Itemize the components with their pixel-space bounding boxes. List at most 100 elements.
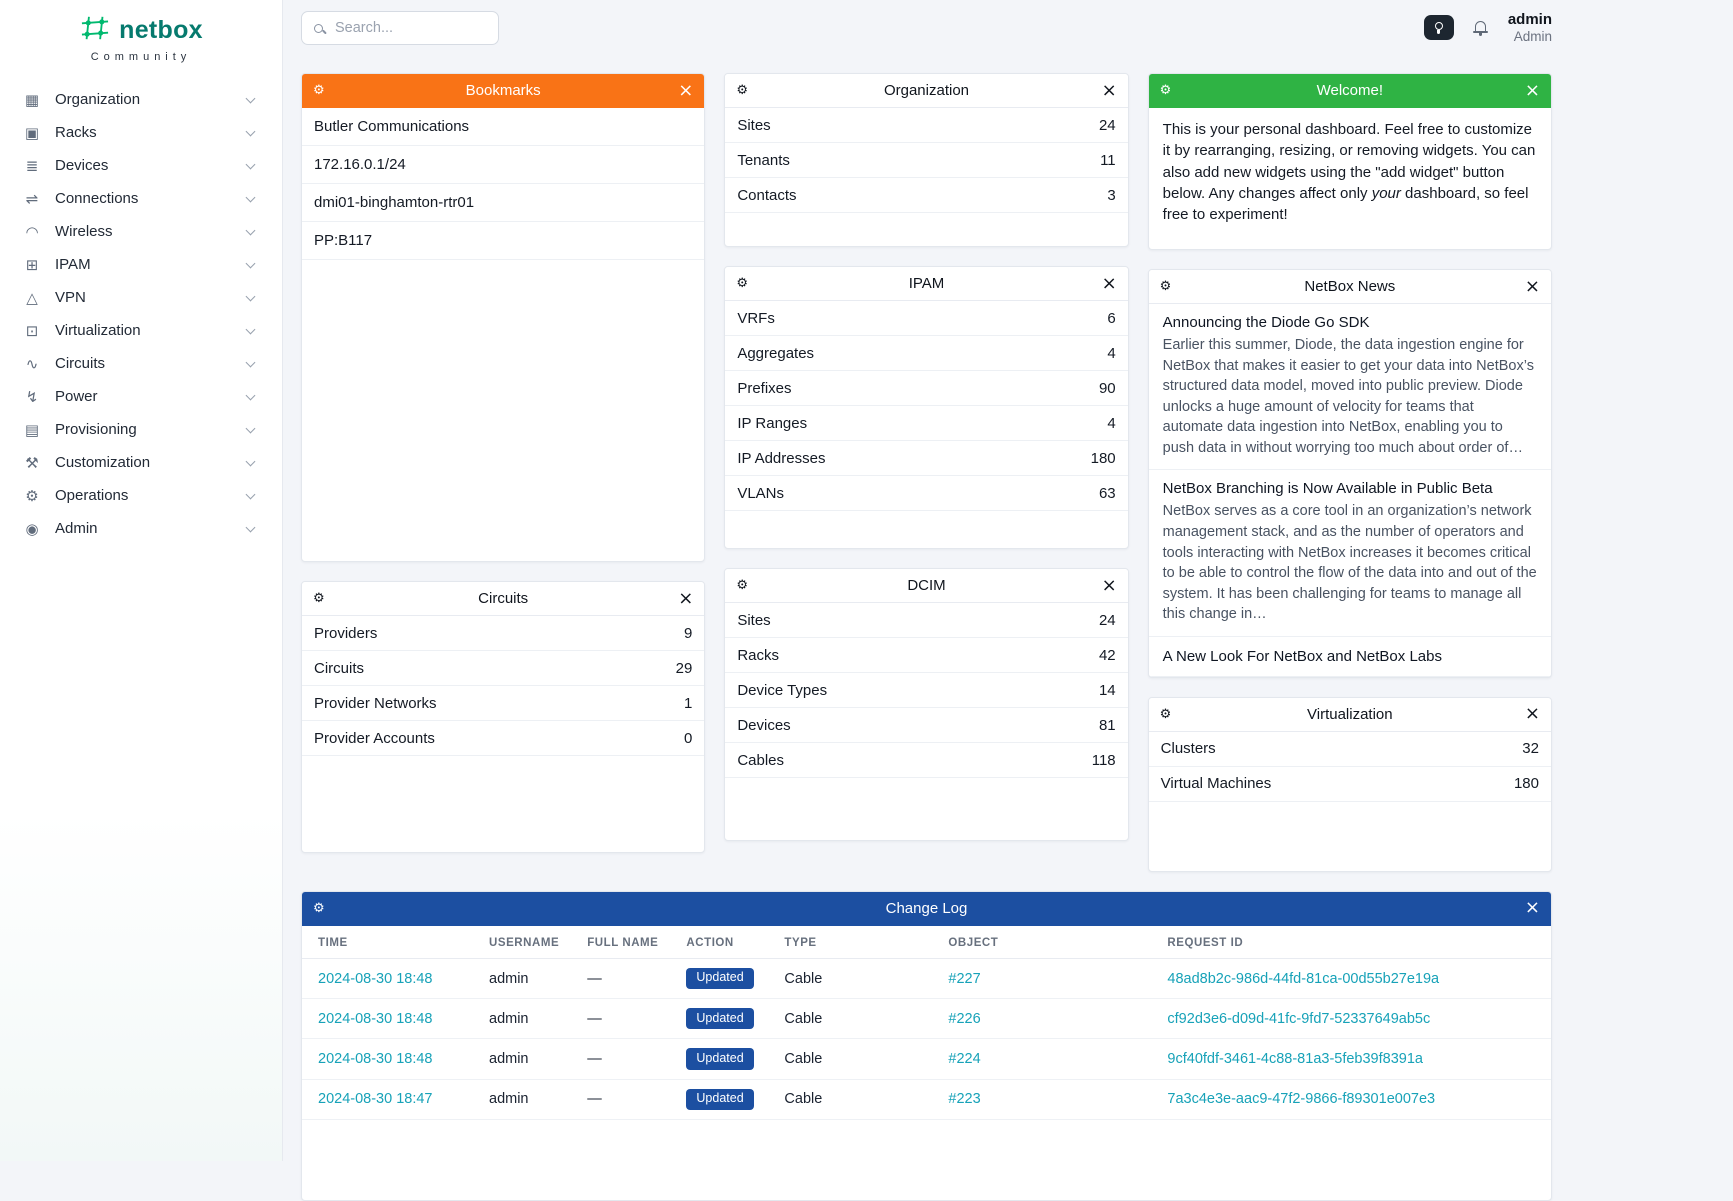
notifications-button[interactable]	[1469, 15, 1493, 40]
stat-value: 0	[683, 729, 693, 747]
sidebar-item-connections[interactable]: ⇌ Connections	[0, 182, 282, 215]
close-icon[interactable]: ×	[1524, 703, 1540, 725]
stat-row[interactable]: Providers 9	[302, 616, 705, 651]
stat-value: 63	[1098, 484, 1116, 502]
stat-row[interactable]: Racks 42	[725, 638, 1128, 673]
user-menu[interactable]: admin Admin	[1508, 11, 1552, 45]
chevron-down-icon	[245, 225, 256, 235]
time-link[interactable]: 2024-08-30 18:48	[318, 1051, 433, 1068]
sidebar-item-circuits[interactable]: ∿ Circuits	[0, 347, 282, 380]
stat-row[interactable]: Devices 81	[725, 708, 1128, 743]
stat-row[interactable]: Clusters 32	[1148, 732, 1551, 767]
gear-icon[interactable]: ⚙	[1159, 83, 1172, 98]
news-article-title[interactable]: Announcing the Diode Go SDK	[1162, 314, 1370, 331]
stat-row[interactable]: Tenants 11	[725, 143, 1128, 178]
action-badge: Updated	[686, 967, 754, 990]
gear-icon[interactable]: ⚙	[313, 900, 325, 916]
gear-icon[interactable]: ⚙	[736, 276, 748, 291]
request-id-link[interactable]: cf92d3e6-d09d-41fc-9fd7-52337649ab5c	[1167, 1010, 1431, 1027]
netbox-news-widget: ⚙ NetBox News × Announcing the Diode Go …	[1147, 269, 1552, 678]
stat-row[interactable]: Device Types 14	[725, 673, 1128, 708]
column-header-request-id: REQUEST ID	[1151, 925, 1551, 959]
request-id-link[interactable]: 7a3c4e3e-aac9-47f2-9866-f89301e007e3	[1167, 1091, 1436, 1108]
sidebar-item-label: Admin	[55, 520, 98, 537]
theme-toggle-button[interactable]	[1423, 15, 1454, 41]
stat-value: 1	[683, 694, 693, 712]
sidebar-item-label: IPAM	[55, 256, 91, 273]
stat-label: Providers	[314, 624, 378, 642]
stat-row[interactable]: IP Ranges 4	[725, 406, 1128, 441]
request-id-link[interactable]: 9cf40fdf-3461-4c88-81a3-5feb39f8391a	[1167, 1051, 1423, 1068]
object-link[interactable]: #227	[948, 970, 981, 987]
search-box[interactable]	[301, 11, 499, 45]
close-icon[interactable]: ×	[678, 79, 694, 101]
stat-value: 9	[683, 624, 693, 642]
request-id-link[interactable]: 48ad8b2c-986d-44fd-81ca-00d55b27e19a	[1167, 970, 1440, 987]
stat-row[interactable]: Contacts 3	[725, 178, 1128, 213]
stat-row[interactable]: IP Addresses 180	[725, 441, 1128, 476]
chevron-down-icon	[245, 324, 256, 334]
stat-row[interactable]: Circuits 29	[302, 651, 705, 686]
bookmark-item[interactable]: Butler Communications	[302, 108, 705, 146]
cell-full-name: —	[571, 958, 671, 1000]
close-icon[interactable]: ×	[678, 587, 694, 609]
stat-row[interactable]: VLANs 63	[725, 476, 1128, 511]
news-article-excerpt: Earlier this summer, Diode, the data ing…	[1162, 337, 1534, 456]
time-link[interactable]: 2024-08-30 18:48	[318, 1010, 433, 1027]
gear-icon[interactable]: ⚙	[313, 83, 325, 98]
stat-row[interactable]: Provider Networks 1	[302, 686, 705, 721]
sidebar-item-racks[interactable]: ▣ Racks	[0, 116, 282, 149]
power-icon: ↯	[25, 387, 39, 406]
sidebar-item-operations[interactable]: ⚙ Operations	[0, 479, 282, 512]
sidebar-item-vpn[interactable]: △ VPN	[0, 281, 282, 314]
stat-row[interactable]: Cables 118	[725, 743, 1128, 778]
close-icon[interactable]: ×	[1101, 272, 1117, 294]
stat-row[interactable]: Virtual Machines 180	[1148, 767, 1551, 802]
news-article: NetBox Branching is Now Available in Pub…	[1148, 470, 1551, 637]
chevron-down-icon	[245, 291, 256, 301]
object-link[interactable]: #226	[948, 1010, 981, 1027]
stat-row[interactable]: Sites 24	[725, 603, 1128, 638]
sidebar-item-label: Operations	[55, 487, 129, 504]
sidebar-item-virtualization[interactable]: ⊡ Virtualization	[0, 314, 282, 347]
stat-row[interactable]: Prefixes 90	[725, 371, 1128, 406]
object-link[interactable]: #224	[948, 1051, 981, 1068]
brand[interactable]: netbox Community	[0, 0, 282, 67]
sidebar-item-admin[interactable]: ◉ Admin	[0, 512, 282, 545]
gear-icon[interactable]: ⚙	[736, 578, 748, 593]
time-link[interactable]: 2024-08-30 18:48	[318, 970, 433, 987]
object-link[interactable]: #223	[948, 1091, 981, 1108]
news-article-title[interactable]: NetBox Branching is Now Available in Pub…	[1162, 480, 1493, 498]
close-icon[interactable]: ×	[1101, 574, 1117, 596]
cell-full-name: —	[571, 1079, 671, 1120]
stat-value: 14	[1098, 681, 1116, 699]
sidebar-item-power[interactable]: ↯ Power	[0, 380, 282, 413]
close-icon[interactable]: ×	[1524, 275, 1540, 297]
topbar: admin Admin	[301, 0, 1552, 56]
time-link[interactable]: 2024-08-30 18:47	[318, 1091, 433, 1108]
sidebar-item-ipam[interactable]: ⊞ IPAM	[0, 248, 282, 281]
stat-row[interactable]: Aggregates 4	[725, 336, 1128, 371]
sidebar-item-organization[interactable]: ▦ Organization	[0, 83, 282, 116]
sidebar-item-customization[interactable]: ⚒ Customization	[0, 446, 282, 479]
search-input[interactable]	[333, 19, 486, 37]
stat-row[interactable]: VRFs 6	[725, 301, 1128, 336]
news-article-title[interactable]: A New Look For NetBox and NetBox Labs	[1162, 647, 1442, 665]
change-log-widget: ⚙ Change Log × TIME USERNAME FULL NAME A…	[301, 890, 1552, 1201]
stat-row[interactable]: Sites 24	[725, 108, 1128, 143]
gear-icon[interactable]: ⚙	[313, 591, 325, 606]
close-icon[interactable]: ×	[1524, 79, 1540, 101]
close-icon[interactable]: ×	[1524, 897, 1540, 919]
close-icon[interactable]: ×	[1101, 79, 1117, 101]
gear-icon[interactable]: ⚙	[1159, 279, 1172, 294]
sidebar-item-wireless[interactable]: ◠ Wireless	[0, 215, 282, 248]
bookmark-item[interactable]: 172.16.0.1/24	[302, 146, 705, 184]
sidebar-item-provisioning[interactable]: ▤ Provisioning	[0, 413, 282, 446]
bookmark-item[interactable]: PP:B117	[302, 222, 705, 260]
gear-icon[interactable]: ⚙	[736, 83, 748, 98]
bookmark-item[interactable]: dmi01-binghamton-rtr01	[302, 184, 705, 222]
operations-icon: ⚙	[25, 486, 39, 505]
sidebar-item-devices[interactable]: ≣ Devices	[0, 149, 282, 182]
stat-row[interactable]: Provider Accounts 0	[302, 721, 705, 756]
gear-icon[interactable]: ⚙	[1159, 706, 1172, 722]
